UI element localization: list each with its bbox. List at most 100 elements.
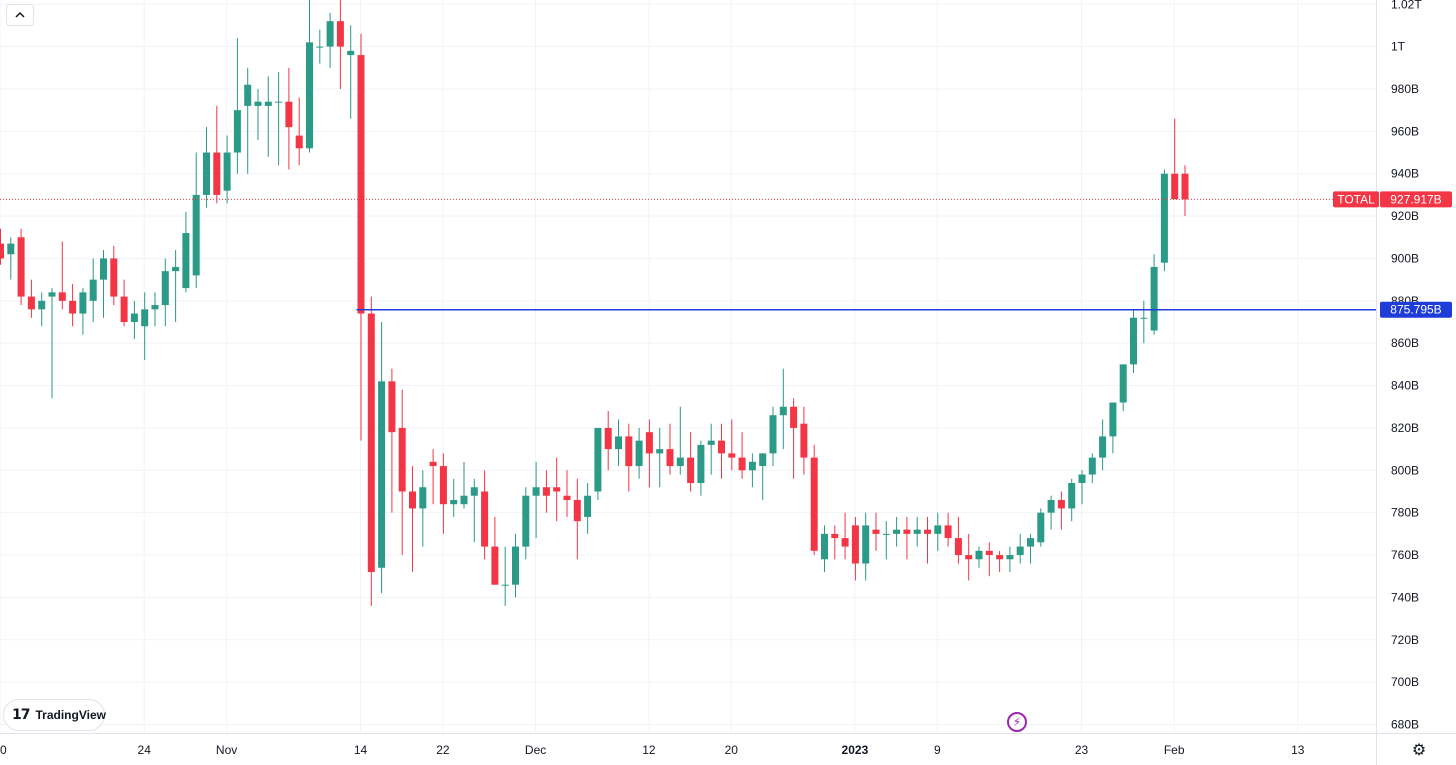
candle-body xyxy=(27,296,35,310)
candle-body xyxy=(58,292,66,301)
price-tick-label: 980B xyxy=(1391,82,1419,96)
candle-body xyxy=(779,406,787,416)
candle-body xyxy=(1160,173,1168,263)
candle-body xyxy=(1057,499,1065,509)
candle-body xyxy=(635,440,643,467)
candle-body xyxy=(38,300,46,310)
candle-body xyxy=(1037,512,1045,543)
time-tick-label: 12 xyxy=(642,743,656,757)
candle-body xyxy=(862,525,870,564)
candle-body xyxy=(924,529,931,534)
price-axis[interactable]: 1.02T1T980B960B940B920B900B880B860B840B8… xyxy=(1391,0,1422,732)
chevron-up-icon xyxy=(15,12,25,18)
axis-badges: TOTAL 927.917B 875.795B xyxy=(1333,191,1452,318)
gear-icon[interactable]: ⚙ xyxy=(1411,740,1427,759)
candle-body xyxy=(522,495,530,547)
candle-body xyxy=(388,381,396,433)
last-price-badge-text: 927.917B xyxy=(1390,192,1441,206)
candle-body xyxy=(130,313,138,323)
candle-body xyxy=(450,499,458,505)
symbol-badge-text: TOTAL xyxy=(1337,192,1375,206)
candle-body xyxy=(821,533,828,560)
candle-body xyxy=(1181,173,1189,200)
candle-body xyxy=(625,436,633,467)
candle-body xyxy=(1016,546,1024,556)
time-tick-label: 13 xyxy=(1291,743,1305,757)
candle-body xyxy=(172,266,180,272)
candle-body xyxy=(882,533,890,535)
candle-body xyxy=(470,487,478,496)
candle-body xyxy=(161,271,169,306)
candle-body xyxy=(295,135,303,149)
lightning-icon[interactable]: ⚡ xyxy=(1007,712,1027,732)
candle-body xyxy=(89,279,97,301)
candle-body xyxy=(254,101,262,106)
candle-body xyxy=(316,46,324,48)
candle-body xyxy=(141,309,149,327)
price-tick-label: 820B xyxy=(1391,421,1419,435)
candle-body xyxy=(656,449,664,454)
time-tick-label: Feb xyxy=(1164,743,1185,757)
candle-body xyxy=(233,110,241,153)
time-axis[interactable]: 10 24 Nov 14 22 Dec 12 20 2023 9 23 Feb 13 xyxy=(0,743,1305,757)
candle-body xyxy=(707,440,715,445)
candle-body xyxy=(120,296,128,323)
price-tick-label: 800B xyxy=(1391,463,1419,477)
candle-body xyxy=(687,457,695,484)
candle-body xyxy=(1140,317,1148,319)
candle-body xyxy=(182,233,190,289)
candle-body xyxy=(306,42,313,149)
time-tick-label: 9 xyxy=(934,743,941,757)
time-tick-label: 24 xyxy=(138,743,152,757)
candle-body xyxy=(1027,538,1034,547)
candle-body xyxy=(542,487,550,496)
price-tick-label: 960B xyxy=(1391,124,1419,138)
candle-body xyxy=(481,491,489,547)
candle-body xyxy=(893,529,901,534)
price-tick-label: 900B xyxy=(1391,251,1419,265)
time-tick-label: 23 xyxy=(1075,743,1089,757)
candle-body xyxy=(800,423,808,458)
candle-body xyxy=(759,453,767,467)
price-tick-label: 1.02T xyxy=(1391,0,1422,11)
price-tick-label: 780B xyxy=(1391,506,1419,520)
candle-body xyxy=(769,415,777,454)
candle-body xyxy=(398,427,406,492)
candle-body xyxy=(563,495,571,500)
candle-body xyxy=(285,101,293,128)
time-tick-label: 20 xyxy=(725,743,739,757)
candle-body xyxy=(645,432,653,454)
collapse-panel-button[interactable] xyxy=(6,4,34,26)
candle-body xyxy=(810,457,818,551)
price-tick-label: 940B xyxy=(1391,167,1419,181)
candle-body xyxy=(203,152,210,195)
candle-body xyxy=(1068,483,1076,509)
candle-body xyxy=(1119,364,1127,403)
candle-body xyxy=(553,487,561,492)
price-tick-label: 840B xyxy=(1391,379,1419,393)
candle-body xyxy=(841,538,849,547)
price-tick-label: 740B xyxy=(1391,590,1419,604)
price-tick-label: 700B xyxy=(1391,675,1419,689)
candle-body xyxy=(996,555,1004,560)
candle-body xyxy=(326,21,334,47)
logo-text: TradingView xyxy=(35,708,106,722)
time-tick-label: 10 xyxy=(0,743,7,757)
candle-body xyxy=(1109,402,1117,437)
tradingview-logo[interactable]: 17 TradingView xyxy=(3,699,106,731)
candle-body xyxy=(213,152,221,195)
candle-body xyxy=(151,305,159,310)
candle-body xyxy=(1088,457,1096,475)
candle-body xyxy=(718,440,725,454)
price-tick-label: 920B xyxy=(1391,209,1419,223)
candle-body xyxy=(944,525,952,539)
candle-body xyxy=(903,529,911,534)
candle-body xyxy=(192,194,200,276)
candle-body xyxy=(615,436,622,450)
candle-body xyxy=(954,538,962,556)
candle-body xyxy=(347,50,355,56)
price-tick-label: 760B xyxy=(1391,548,1419,562)
candle-body xyxy=(7,243,15,255)
